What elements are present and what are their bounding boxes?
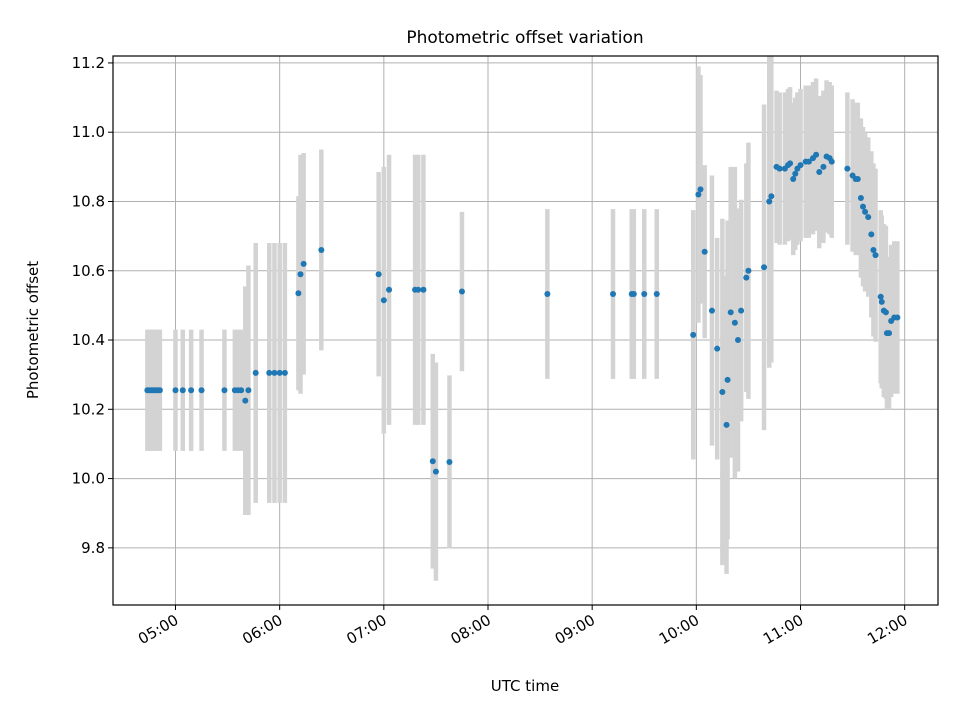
data-point [878, 298, 885, 305]
data-point [735, 337, 741, 344]
data-point [820, 163, 827, 170]
data-point [745, 267, 752, 274]
data-point [198, 387, 205, 394]
data-point [690, 331, 697, 338]
data-point [281, 369, 288, 376]
plot-frame [112, 55, 939, 606]
data-point [844, 165, 851, 172]
data-point [865, 214, 872, 221]
data-point [714, 345, 721, 352]
data-point [805, 158, 812, 165]
y-tick-label: 11.0 [72, 123, 105, 141]
data-point [872, 252, 879, 259]
data-point [792, 170, 799, 177]
data-point [266, 369, 273, 376]
data-point [860, 203, 866, 210]
data-point [415, 286, 422, 293]
data-point [723, 421, 730, 428]
y-tick-label: 10.8 [72, 192, 105, 210]
data-point [386, 286, 393, 293]
data-point [245, 387, 252, 394]
x-axis-label: UTC time [491, 677, 559, 695]
data-point [761, 264, 768, 271]
y-tick-label: 9.8 [81, 539, 105, 557]
data-point [727, 309, 734, 316]
data-point [695, 191, 702, 198]
data-point [877, 293, 884, 300]
data-point [766, 198, 773, 205]
y-tick-label: 10.4 [72, 331, 105, 349]
y-axis-label: Photometric offset [24, 261, 42, 399]
data-point [816, 169, 823, 176]
data-point [719, 388, 726, 395]
y-tick-label: 10.2 [72, 400, 105, 418]
data-point [242, 397, 249, 404]
data-point [776, 165, 783, 172]
data-point [868, 231, 875, 238]
data-point [188, 387, 195, 394]
data-point [731, 319, 738, 326]
data-point [882, 309, 889, 316]
data-point [743, 274, 750, 281]
data-point [828, 158, 835, 165]
grid [113, 56, 938, 605]
data-point [156, 387, 163, 394]
data-point [708, 307, 715, 314]
data-point [854, 175, 861, 182]
data-point [221, 387, 228, 394]
data-point [894, 314, 901, 321]
data-point [790, 175, 797, 182]
data-point [271, 369, 278, 376]
data-point [238, 387, 245, 394]
data-point [610, 290, 616, 297]
data-point [380, 297, 387, 304]
data-point [276, 369, 283, 376]
data-point [797, 162, 804, 169]
data-point [446, 458, 453, 465]
data-point [886, 330, 893, 337]
y-tick-label: 10.6 [72, 262, 105, 280]
data-point [295, 290, 302, 297]
data-point [630, 290, 637, 297]
data-point [375, 271, 382, 278]
data-point [300, 260, 307, 267]
data-point [429, 458, 436, 465]
data-point [870, 246, 877, 253]
data-point [458, 288, 465, 295]
data-point [252, 369, 259, 376]
data-point [179, 387, 186, 394]
data-point [813, 151, 820, 158]
y-tick-label: 10.0 [72, 470, 105, 488]
y-tick-label: 11.2 [72, 54, 105, 72]
data-point [172, 387, 179, 394]
chart-title: Photometric offset variation [406, 28, 643, 48]
data-point [701, 248, 708, 255]
data-point [862, 208, 869, 215]
data-point [768, 193, 775, 200]
data-point [297, 271, 304, 278]
data-point [432, 468, 439, 475]
data-point [653, 290, 660, 297]
data-point [544, 290, 551, 297]
data-point [318, 246, 325, 253]
data-markers [144, 151, 901, 475]
data-point [697, 186, 704, 193]
data-point [857, 195, 864, 202]
data-point [641, 290, 648, 297]
data-point [724, 376, 731, 383]
y-axis-ticks: 9.8 10.0 10.2 10.4 10.6 10.8 11.0 11.2 [72, 54, 113, 557]
data-point [738, 307, 745, 314]
data-point [420, 286, 427, 293]
data-point [787, 160, 794, 167]
